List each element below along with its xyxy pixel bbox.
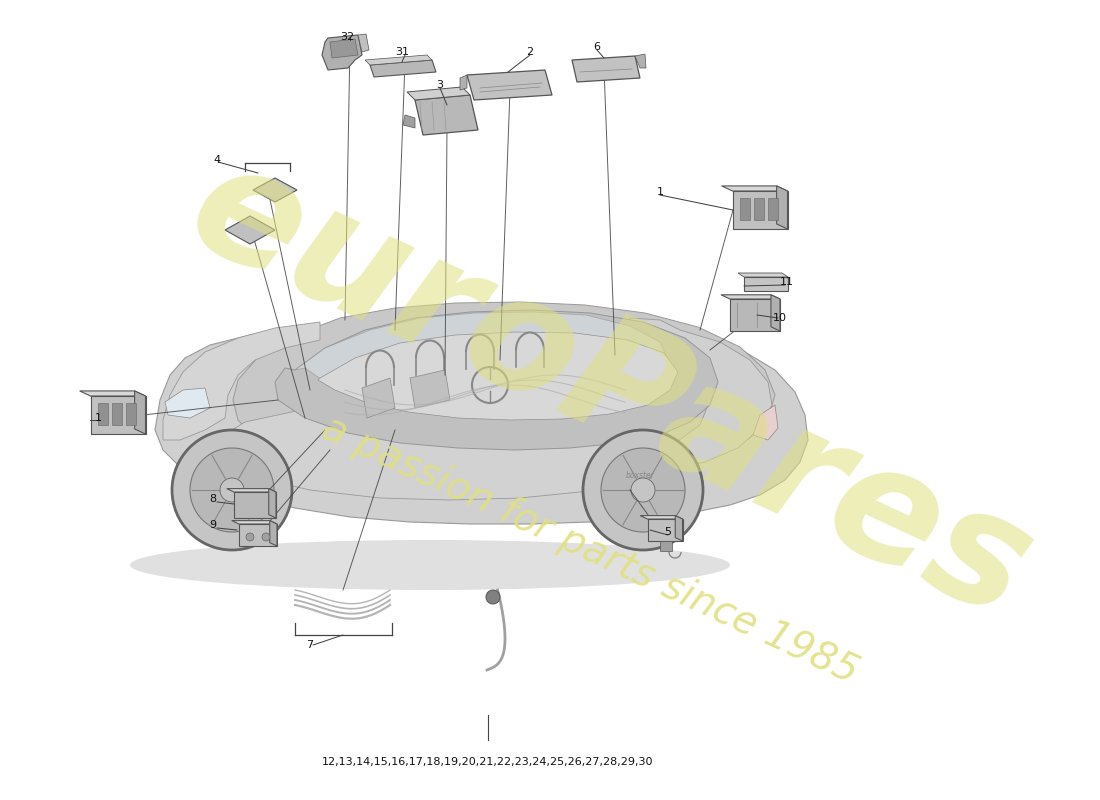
Polygon shape (410, 370, 450, 408)
Polygon shape (165, 388, 210, 418)
Polygon shape (330, 39, 358, 58)
Bar (112, 403, 122, 425)
Circle shape (246, 533, 254, 541)
Polygon shape (403, 115, 415, 128)
Text: 4: 4 (213, 155, 221, 165)
Polygon shape (722, 186, 788, 191)
Polygon shape (155, 320, 808, 524)
Polygon shape (268, 489, 276, 518)
Polygon shape (322, 35, 362, 70)
Polygon shape (239, 524, 277, 546)
Text: euroPares: euroPares (166, 128, 1054, 652)
Bar (660, 541, 672, 551)
Polygon shape (635, 54, 646, 68)
Polygon shape (730, 299, 780, 331)
Circle shape (172, 430, 292, 550)
Polygon shape (234, 492, 276, 518)
Polygon shape (720, 294, 780, 299)
Polygon shape (754, 405, 778, 440)
Polygon shape (777, 186, 788, 229)
Polygon shape (362, 378, 395, 418)
Polygon shape (200, 398, 670, 500)
Polygon shape (738, 273, 788, 277)
Polygon shape (640, 516, 682, 519)
Polygon shape (270, 521, 277, 546)
Text: 32: 32 (340, 32, 354, 42)
Text: 5: 5 (664, 527, 671, 537)
Circle shape (486, 590, 500, 604)
Polygon shape (744, 277, 788, 291)
Text: 10: 10 (773, 313, 786, 323)
Polygon shape (295, 312, 670, 416)
Circle shape (631, 478, 654, 502)
Polygon shape (226, 216, 275, 244)
Polygon shape (544, 318, 772, 480)
Polygon shape (253, 178, 297, 202)
Polygon shape (134, 391, 145, 434)
Bar (126, 403, 136, 425)
Polygon shape (90, 396, 145, 434)
Text: boxster: boxster (626, 471, 654, 481)
Polygon shape (227, 489, 276, 492)
Polygon shape (460, 75, 467, 90)
Circle shape (583, 430, 703, 550)
Polygon shape (318, 332, 678, 420)
Ellipse shape (130, 540, 730, 590)
Text: 2: 2 (527, 47, 534, 57)
Circle shape (262, 533, 270, 541)
Polygon shape (365, 55, 432, 65)
Polygon shape (233, 302, 776, 478)
Polygon shape (648, 519, 682, 541)
Text: 11: 11 (780, 277, 794, 287)
Polygon shape (163, 322, 320, 440)
Text: 1: 1 (657, 187, 663, 197)
Text: 31: 31 (395, 47, 409, 57)
Polygon shape (275, 310, 718, 450)
Circle shape (220, 478, 244, 502)
Polygon shape (415, 95, 478, 135)
Bar (98, 403, 108, 425)
Text: a passion for parts since 1985: a passion for parts since 1985 (316, 409, 865, 691)
Polygon shape (733, 191, 788, 229)
Text: 1: 1 (95, 413, 101, 423)
Text: 8: 8 (209, 494, 217, 504)
Polygon shape (79, 391, 145, 396)
Bar (768, 198, 778, 220)
Polygon shape (407, 87, 470, 100)
Polygon shape (468, 70, 552, 100)
Text: 3: 3 (437, 80, 443, 90)
Polygon shape (771, 294, 780, 331)
Text: 7: 7 (307, 640, 314, 650)
Polygon shape (572, 56, 640, 82)
Circle shape (601, 448, 685, 532)
Text: 9: 9 (209, 520, 217, 530)
Polygon shape (358, 34, 368, 52)
Bar (754, 198, 764, 220)
Polygon shape (370, 60, 436, 77)
Text: 12,13,14,15,16,17,18,19,20,21,22,23,24,25,26,27,28,29,30: 12,13,14,15,16,17,18,19,20,21,22,23,24,2… (322, 757, 653, 767)
Polygon shape (232, 521, 277, 524)
Polygon shape (675, 516, 682, 541)
Circle shape (190, 448, 274, 532)
Text: 6: 6 (594, 42, 601, 52)
Bar (740, 198, 750, 220)
